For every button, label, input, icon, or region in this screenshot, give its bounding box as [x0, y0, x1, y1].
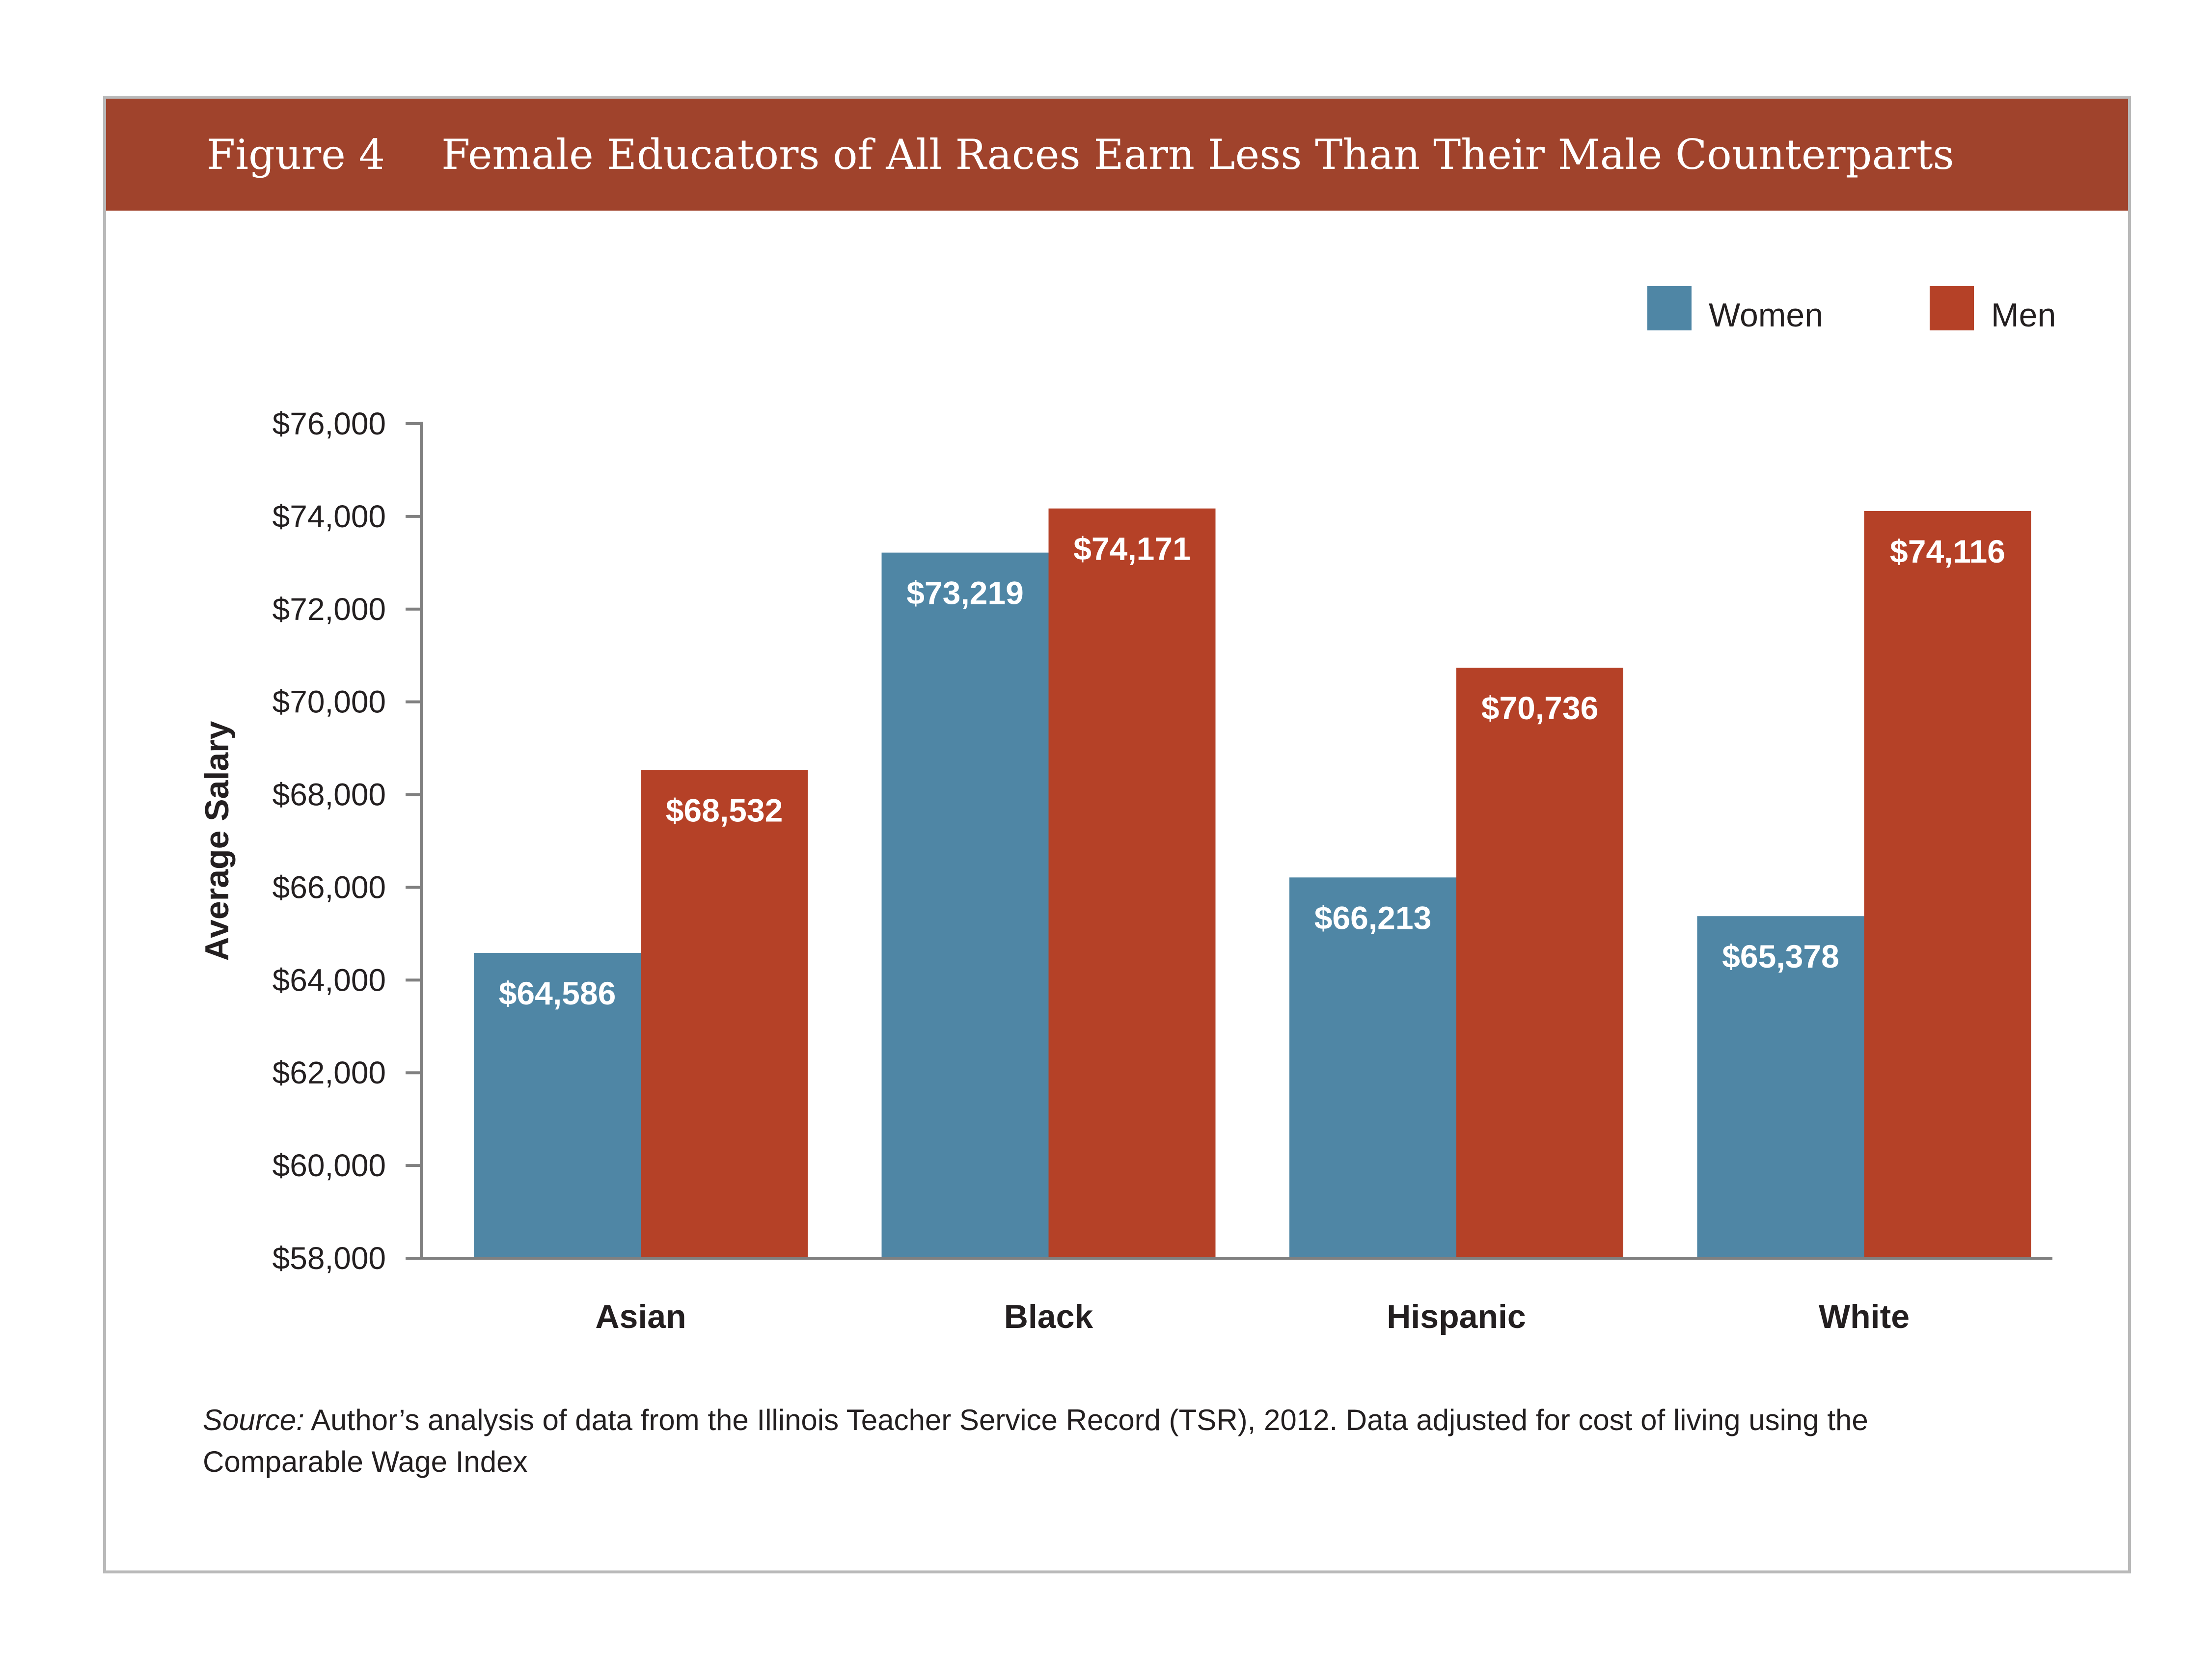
- bar-women-hispanic: [1289, 877, 1456, 1258]
- y-tick-label: $62,000: [273, 1055, 386, 1090]
- y-tick-label: $76,000: [273, 406, 386, 441]
- y-tick-label: $70,000: [273, 684, 386, 720]
- y-tick-label: $66,000: [273, 869, 386, 905]
- data-label: $74,116: [1890, 533, 2005, 569]
- data-label: $64,586: [499, 975, 616, 1011]
- bar-men-white: [1864, 511, 2031, 1258]
- source-note: Source: Author’s analysis of data from t…: [203, 1399, 1970, 1483]
- data-label: $70,736: [1481, 690, 1599, 726]
- y-axis-title: Average Salary: [198, 721, 236, 961]
- x-tick-label: Black: [1004, 1298, 1093, 1335]
- y-tick-label: $60,000: [273, 1148, 386, 1183]
- bar-women-white: [1697, 916, 1864, 1258]
- y-tick-label: $74,000: [273, 499, 386, 534]
- x-tick-label: Hispanic: [1387, 1298, 1526, 1335]
- data-label: $68,532: [666, 792, 783, 828]
- y-tick-label: $68,000: [273, 777, 386, 812]
- data-label: $73,219: [906, 575, 1024, 611]
- legend-swatch-women: [1647, 286, 1692, 330]
- figure-header: Figure 4 Female Educators of All Races E…: [106, 99, 2128, 211]
- data-label: $66,213: [1314, 899, 1432, 936]
- source-text: Author’s analysis of data from the Illin…: [203, 1404, 1868, 1478]
- source-label: Source:: [203, 1404, 304, 1436]
- y-tick-label: $72,000: [273, 592, 386, 627]
- figure-label: Figure 4: [207, 131, 385, 179]
- data-label: $65,378: [1722, 938, 1839, 974]
- x-tick-label: Asian: [595, 1298, 686, 1335]
- y-tick-label: $58,000: [273, 1241, 386, 1276]
- legend-label-men: Men: [1991, 297, 2056, 334]
- bar-men-asian: [641, 770, 808, 1258]
- figure-title: Female Educators of All Races Earn Less …: [441, 131, 1954, 179]
- legend-swatch-men: [1930, 286, 1974, 330]
- y-tick-label: $64,000: [273, 962, 386, 998]
- bar-men-black: [1048, 508, 1216, 1258]
- bar-women-black: [881, 552, 1049, 1258]
- legend-label-women: Women: [1709, 297, 1823, 334]
- bar-women-asian: [474, 952, 641, 1258]
- bar-men-hispanic: [1456, 668, 1623, 1258]
- data-label: $74,171: [1073, 531, 1191, 567]
- figure-frame: Figure 4 Female Educators of All Races E…: [103, 96, 2131, 1573]
- x-tick-label: White: [1819, 1298, 1910, 1335]
